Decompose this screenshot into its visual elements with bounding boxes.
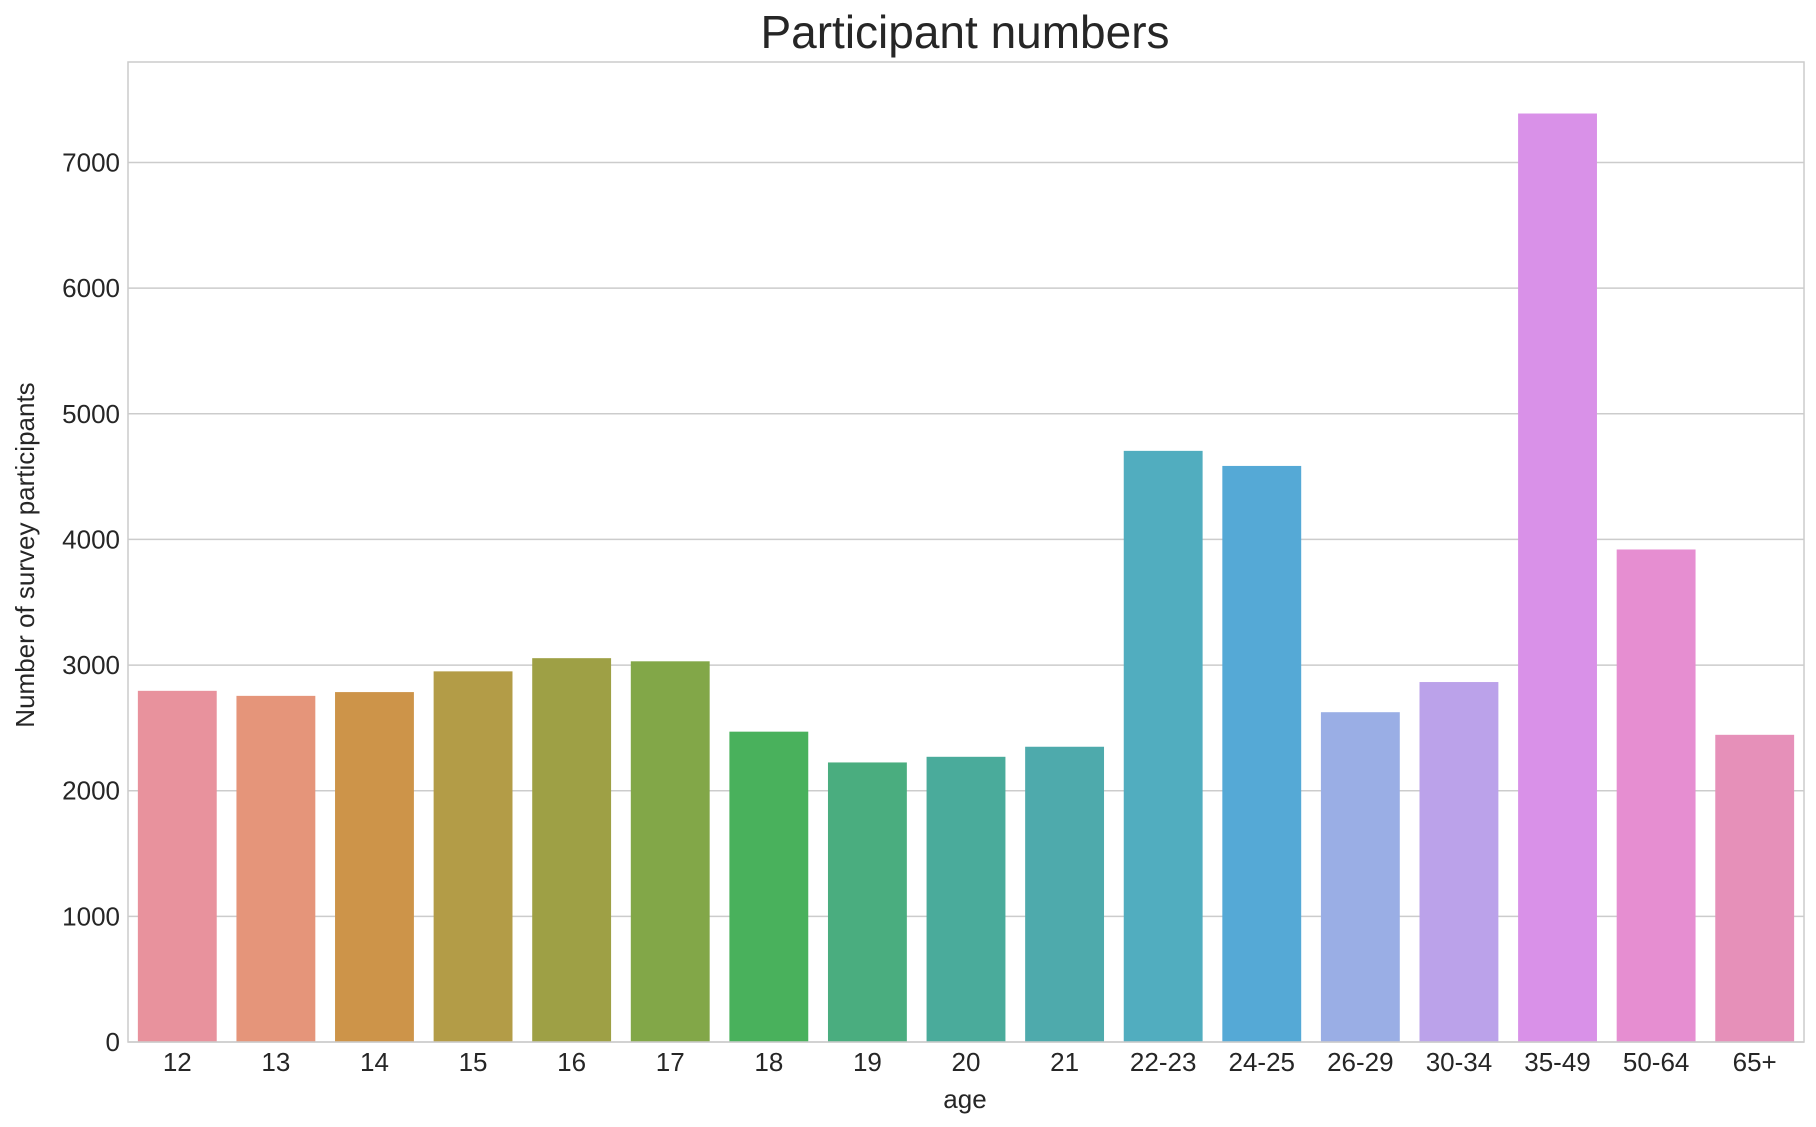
x-tick-label: 18 bbox=[754, 1047, 783, 1077]
bar-13 bbox=[236, 695, 316, 1042]
bar-20 bbox=[926, 756, 1006, 1042]
bar-50-64 bbox=[1616, 549, 1696, 1042]
bar-24-25 bbox=[1222, 465, 1302, 1042]
x-tick-label: 30-34 bbox=[1426, 1047, 1493, 1077]
bars bbox=[137, 113, 1795, 1042]
x-tick-label: 14 bbox=[360, 1047, 389, 1077]
x-tick-label: 26-29 bbox=[1327, 1047, 1394, 1077]
bar-12 bbox=[137, 690, 217, 1042]
bar-16 bbox=[532, 658, 612, 1042]
y-tick-label: 1000 bbox=[62, 901, 120, 931]
x-tick-label: 17 bbox=[656, 1047, 685, 1077]
x-axis-label: age bbox=[943, 1084, 986, 1114]
y-tick-label: 3000 bbox=[62, 650, 120, 680]
y-axis-label: Number of survey participants bbox=[10, 382, 40, 727]
x-tick-label: 12 bbox=[163, 1047, 192, 1077]
y-tick-labels: 0 1000 2000 3000 4000 5000 6000 7000 bbox=[62, 148, 120, 1057]
y-tick-label: 2000 bbox=[62, 776, 120, 806]
x-tick-label: 19 bbox=[853, 1047, 882, 1077]
bar-35-49 bbox=[1518, 113, 1597, 1042]
bar-19 bbox=[827, 762, 907, 1042]
bar-17 bbox=[630, 661, 710, 1042]
y-tick-label: 7000 bbox=[62, 148, 120, 178]
x-tick-label: 35-49 bbox=[1524, 1047, 1591, 1077]
y-tick-label: 6000 bbox=[62, 273, 120, 303]
y-tick-label: 5000 bbox=[62, 399, 120, 429]
x-tick-label: 16 bbox=[557, 1047, 586, 1077]
x-tick-label: 21 bbox=[1050, 1047, 1079, 1077]
bar-18 bbox=[729, 731, 809, 1042]
x-tick-label: 22-23 bbox=[1130, 1047, 1197, 1077]
x-tick-label: 24-25 bbox=[1229, 1047, 1296, 1077]
x-tick-label: 15 bbox=[459, 1047, 488, 1077]
bar-30-34 bbox=[1419, 682, 1499, 1042]
y-tick-label: 0 bbox=[106, 1027, 120, 1057]
bar-65+ bbox=[1715, 734, 1795, 1042]
chart-title: Participant numbers bbox=[760, 6, 1169, 58]
y-tick-label: 4000 bbox=[62, 524, 120, 554]
plot-frame bbox=[127, 61, 1805, 1043]
bar-15 bbox=[433, 671, 513, 1042]
bar-22-23 bbox=[1123, 450, 1203, 1042]
x-tick-labels: 12 13 14 15 16 17 18 19 20 21 22-23 24-25 26-29 30-34… bbox=[163, 1047, 1777, 1077]
x-tick-label: 20 bbox=[952, 1047, 981, 1077]
x-tick-label: 65+ bbox=[1733, 1047, 1777, 1077]
bar-21 bbox=[1025, 746, 1105, 1042]
bar-14 bbox=[335, 692, 414, 1042]
bar-26-29 bbox=[1320, 712, 1400, 1042]
x-tick-label: 50-64 bbox=[1623, 1047, 1690, 1077]
x-tick-label: 13 bbox=[261, 1047, 290, 1077]
